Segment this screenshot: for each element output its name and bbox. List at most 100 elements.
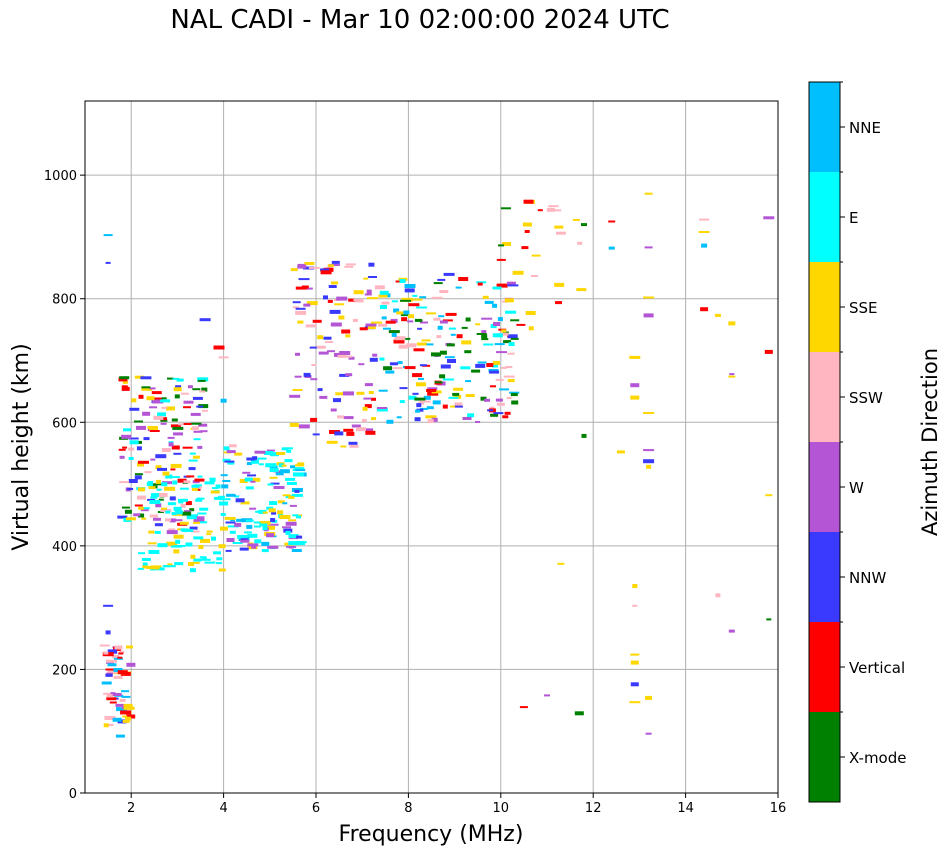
echo-point (173, 549, 180, 554)
echo-point (288, 546, 294, 549)
echo-point (285, 521, 297, 526)
echo-point (201, 409, 208, 412)
echo-point (303, 303, 311, 307)
echo-point (425, 312, 436, 315)
echo-point (431, 352, 441, 357)
echo-point (121, 434, 132, 439)
echo-point (153, 483, 164, 486)
x-tick-label: 14 (677, 801, 694, 816)
echo-point (197, 512, 207, 515)
echo-point (173, 506, 182, 511)
echo-point (204, 481, 215, 485)
colorbar-segment (809, 262, 840, 352)
echo-point (643, 296, 655, 299)
echo-point (141, 387, 153, 391)
echo-point (439, 350, 447, 355)
echo-point (109, 701, 117, 704)
echo-point (99, 644, 110, 647)
echo-point (439, 320, 448, 324)
echo-point (645, 732, 652, 735)
echo-point (266, 449, 275, 452)
echo-point (199, 556, 206, 559)
echo-point (138, 552, 146, 555)
echo-point (363, 397, 372, 400)
echo-point (467, 413, 475, 418)
echo-point (167, 502, 176, 506)
echo-point (465, 317, 471, 322)
echo-point (317, 388, 323, 392)
echo-point (257, 457, 267, 460)
x-tick-label: 8 (404, 801, 412, 816)
echo-point (304, 262, 315, 265)
echo-point (443, 272, 455, 276)
echo-point (146, 566, 158, 569)
y-tick-label: 600 (52, 416, 77, 431)
echo-point (404, 288, 415, 293)
echo-point (344, 265, 354, 268)
echo-point (283, 528, 293, 533)
echo-point (185, 501, 192, 506)
echo-point (172, 480, 178, 485)
echo-point (364, 404, 372, 409)
echo-point (333, 398, 341, 403)
colorbar-label: SSW (849, 389, 883, 407)
echo-point (169, 476, 180, 479)
echo-point (445, 312, 457, 316)
echo-point (138, 460, 149, 464)
echo-point (510, 319, 520, 322)
echo-point (572, 218, 580, 221)
echo-point (188, 562, 195, 566)
echo-point (170, 463, 182, 468)
echo-point (161, 482, 168, 487)
echo-point (406, 343, 417, 348)
echo-point (325, 341, 334, 343)
echo-point (362, 406, 368, 411)
echo-point (460, 366, 471, 370)
echo-point (368, 391, 374, 394)
echo-point (193, 438, 201, 441)
echo-point (454, 402, 463, 406)
echo-point (500, 207, 511, 210)
echo-point (149, 426, 158, 431)
echo-point (196, 405, 204, 408)
echo-point (174, 545, 186, 547)
echo-point (200, 405, 208, 408)
echo-point (380, 305, 387, 309)
echo-point (266, 506, 274, 510)
echo-point (153, 517, 161, 521)
echo-point (117, 719, 127, 724)
echo-point (320, 270, 332, 275)
echo-point (123, 703, 133, 707)
echo-point (453, 387, 464, 391)
echo-point (644, 246, 653, 249)
echo-point (401, 317, 408, 322)
echo-point (192, 480, 200, 484)
echo-point (186, 475, 195, 478)
echo-point (431, 296, 443, 299)
echo-point (128, 447, 135, 451)
echo-point (161, 397, 167, 400)
echo-point (149, 406, 158, 409)
echo-point (116, 707, 128, 712)
echo-point (289, 422, 299, 427)
echo-point (219, 498, 231, 501)
echo-point (764, 349, 773, 354)
echo-point (107, 663, 117, 667)
echo-point (199, 521, 208, 524)
echo-point (192, 455, 200, 459)
echo-point (506, 281, 516, 286)
echo-point (366, 289, 372, 294)
echo-point (213, 345, 225, 350)
echo-point (502, 415, 509, 419)
echo-point (245, 486, 254, 490)
echo-point (119, 698, 126, 702)
echo-point (386, 419, 394, 424)
echo-point (394, 336, 406, 341)
echo-point (404, 366, 416, 370)
echo-point (525, 311, 536, 315)
echo-point (286, 449, 292, 453)
echo-point (154, 523, 163, 527)
echo-point (161, 406, 168, 409)
echo-point (419, 296, 427, 299)
echo-point (136, 446, 142, 451)
